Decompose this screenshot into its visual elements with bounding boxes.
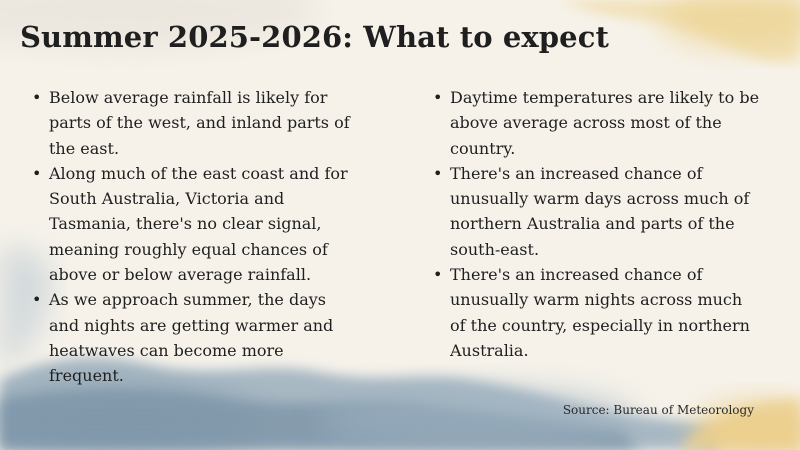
bullet-icon: • [433,163,443,183]
bullet-icon: • [32,290,42,310]
wash-left-blue [0,247,52,370]
wash-top-left [0,0,320,50]
bullet-icon: • [433,265,443,285]
list-item-text: There's an increased chance of unusually… [450,265,750,360]
list-item: • Along much of the east coast and for So… [29,161,359,287]
left-bullet-list: • Below average rainfall is likely for pa… [29,85,359,389]
list-item: • Below average rainfall is likely for pa… [29,85,359,161]
right-bullet-list: • Daytime temperatures are likely to be a… [430,85,760,363]
bullet-icon: • [433,88,443,107]
list-item-text: There's an increased chance of unusually… [450,163,750,259]
list-item-text: As we approach summer, the days and nigh… [49,290,334,386]
list-item-text: Along much of the east coast and for Sou… [49,163,348,285]
list-item: • There's an increased chance of unusuall… [430,262,760,363]
page-title: Summer 2025-2026: What to expect [20,20,609,54]
list-item: • As we approach summer, the days and nig… [29,287,359,388]
list-item-text: Below average rainfall is likely for par… [49,88,350,158]
list-item-text: Daytime temperatures are likely to be ab… [450,88,760,158]
source-caption: Source: Bureau of Meteorology [562,403,754,417]
bullet-icon: • [32,163,42,183]
list-item: • Daytime temperatures are likely to be a… [430,85,760,161]
bullet-icon: • [32,88,42,107]
list-item: • There's an increased chance of unusuall… [430,161,760,262]
